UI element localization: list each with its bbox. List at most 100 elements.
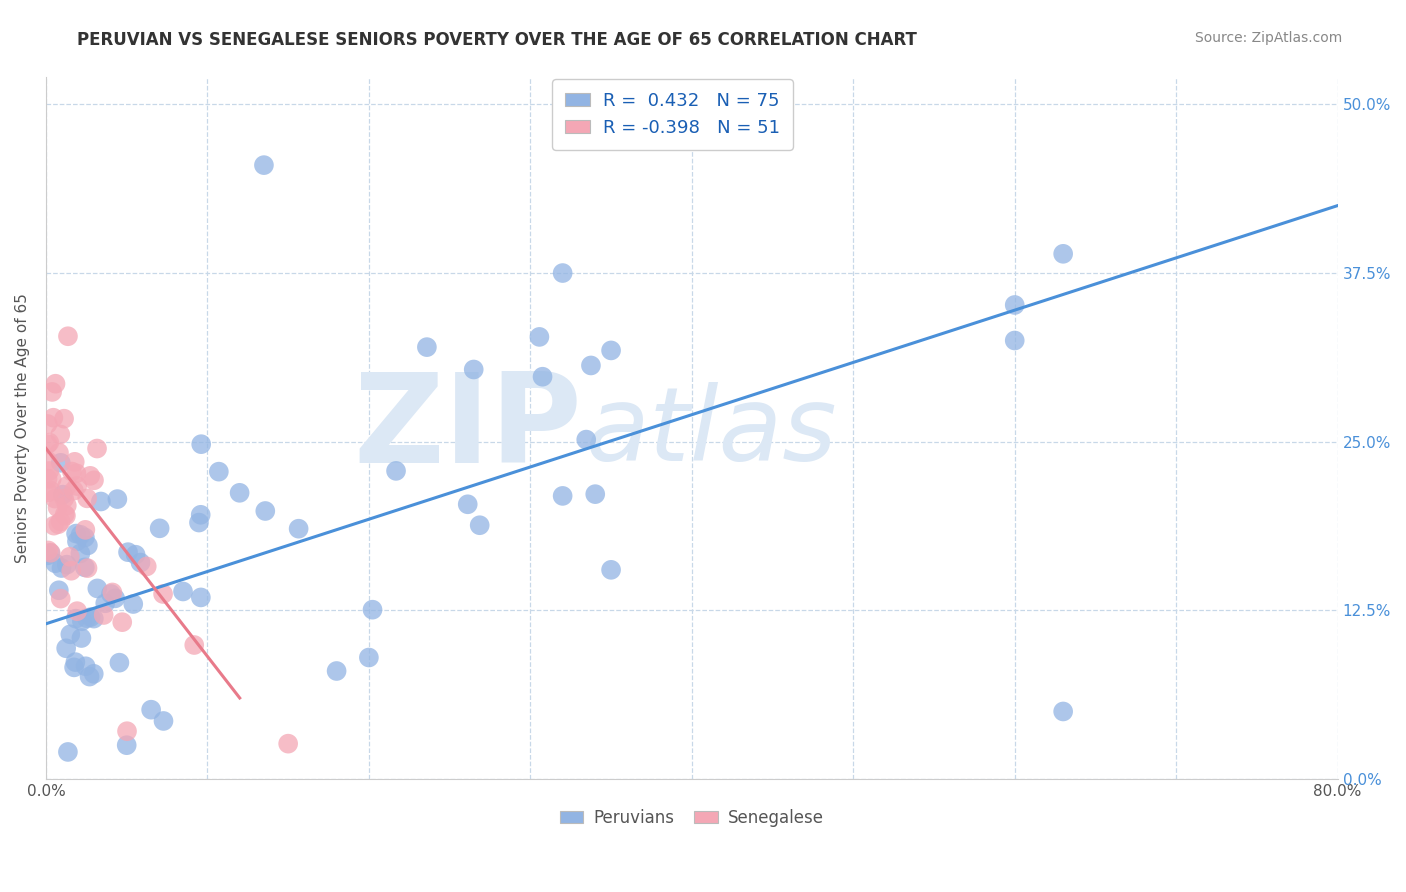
Text: ZIP: ZIP	[353, 368, 582, 489]
Point	[48, 517, 70, 532]
Point	[90, 494, 112, 508]
Point	[124, 548, 146, 562]
Point	[63, 483, 86, 498]
Point	[139, 703, 162, 717]
Legend: Peruvians, Senegalese: Peruvians, Senegalese	[554, 803, 831, 834]
Point	[190, 508, 212, 522]
Point	[416, 340, 439, 354]
Text: PERUVIAN VS SENEGALESE SENIORS POVERTY OVER THE AGE OF 65 CORRELATION CHART: PERUVIAN VS SENEGALESE SENIORS POVERTY O…	[77, 31, 917, 49]
Point	[287, 522, 309, 536]
Point	[254, 504, 277, 518]
Point	[49, 427, 72, 442]
Point	[56, 499, 79, 513]
Point	[152, 587, 174, 601]
Point	[468, 518, 491, 533]
Point	[53, 508, 76, 522]
Point	[37, 454, 59, 468]
Point	[44, 556, 66, 570]
Point	[49, 591, 72, 606]
Point	[111, 615, 134, 629]
Point	[48, 446, 70, 460]
Point	[190, 591, 212, 605]
Point	[108, 656, 131, 670]
Point	[69, 528, 91, 542]
Point	[73, 531, 96, 545]
Point	[105, 492, 128, 507]
Point	[135, 559, 157, 574]
Point	[357, 650, 380, 665]
Y-axis label: Seniors Poverty Over the Age of 65: Seniors Poverty Over the Age of 65	[15, 293, 30, 563]
Point	[44, 491, 66, 506]
Point	[63, 660, 86, 674]
Point	[56, 329, 79, 343]
Point	[1052, 247, 1074, 261]
Point	[41, 384, 63, 399]
Point	[152, 714, 174, 728]
Point	[100, 587, 122, 601]
Point	[86, 442, 108, 456]
Point	[600, 563, 623, 577]
Point	[583, 487, 606, 501]
Point	[117, 545, 139, 559]
Point	[52, 488, 75, 502]
Point	[149, 521, 172, 535]
Point	[79, 468, 101, 483]
Point	[75, 523, 97, 537]
Point	[65, 655, 87, 669]
Text: atlas: atlas	[586, 382, 838, 482]
Point	[70, 614, 93, 628]
Point	[37, 417, 59, 431]
Point	[37, 472, 59, 486]
Point	[60, 564, 83, 578]
Point	[65, 526, 87, 541]
Text: Source: ZipAtlas.com: Source: ZipAtlas.com	[1195, 31, 1343, 45]
Point	[49, 515, 72, 529]
Point	[49, 456, 72, 470]
Point	[361, 602, 384, 616]
Point	[38, 464, 60, 478]
Point	[66, 479, 89, 493]
Point	[63, 455, 86, 469]
Point	[86, 582, 108, 596]
Point	[55, 641, 77, 656]
Point	[115, 738, 138, 752]
Point	[51, 561, 73, 575]
Point	[66, 604, 89, 618]
Point	[104, 591, 127, 606]
Point	[551, 489, 574, 503]
Point	[38, 435, 60, 450]
Point	[575, 433, 598, 447]
Point	[80, 610, 103, 624]
Point	[253, 158, 276, 172]
Point	[69, 546, 91, 560]
Point	[1052, 705, 1074, 719]
Point	[172, 584, 194, 599]
Point	[183, 638, 205, 652]
Point	[188, 516, 211, 530]
Point	[44, 376, 66, 391]
Point	[59, 549, 82, 564]
Point	[48, 583, 70, 598]
Point	[83, 473, 105, 487]
Point	[1004, 298, 1026, 312]
Point	[37, 549, 59, 563]
Point	[190, 437, 212, 451]
Point	[56, 745, 79, 759]
Point	[37, 543, 59, 558]
Point	[60, 465, 83, 479]
Point	[101, 585, 124, 599]
Point	[42, 410, 65, 425]
Point	[53, 411, 76, 425]
Point	[129, 556, 152, 570]
Point	[65, 467, 87, 481]
Point	[551, 266, 574, 280]
Point	[93, 607, 115, 622]
Point	[463, 362, 485, 376]
Point	[228, 485, 250, 500]
Point	[325, 664, 347, 678]
Point	[37, 485, 59, 500]
Point	[37, 437, 59, 451]
Point	[73, 560, 96, 574]
Point	[122, 597, 145, 611]
Point	[55, 508, 77, 523]
